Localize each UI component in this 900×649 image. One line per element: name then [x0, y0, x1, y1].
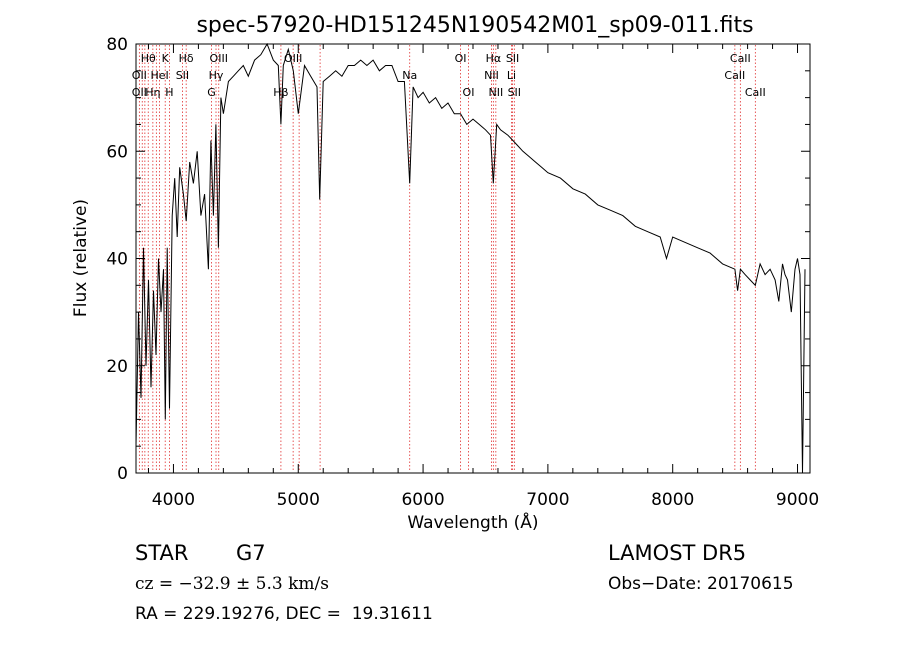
line-label: NII — [488, 86, 503, 99]
x-tick-label: 5000 — [277, 490, 320, 510]
line-label: CaII — [724, 69, 745, 82]
y-axis: 0 20 40 60 80 — [106, 35, 810, 484]
y-tick-label: 80 — [106, 35, 128, 55]
object-subclass: G7 — [236, 541, 266, 565]
plot-frame — [135, 43, 811, 474]
line-label: HeI — [150, 69, 168, 82]
line-label: Hδ — [179, 52, 194, 65]
line-label: OI — [455, 52, 467, 65]
line-label: H — [165, 86, 173, 99]
object-class: STAR — [135, 541, 189, 565]
line-label: OI — [463, 86, 475, 99]
line-label: SII — [506, 52, 519, 65]
line-label: CaII — [730, 52, 751, 65]
line-label: CaII — [745, 86, 766, 99]
line-label: OIII — [210, 52, 228, 65]
x-tick-label: 8000 — [651, 490, 694, 510]
x-axis: 4000 5000 6000 7000 8000 9000 — [147, 44, 819, 510]
redshift-text: cz = −32.9 ± 5.3 km/s — [135, 574, 329, 594]
chart-title: spec-57920-HD151245N190542M01_sp09-011.f… — [196, 13, 753, 38]
y-tick-label: 40 — [106, 250, 128, 270]
y-tick-label: 60 — [106, 142, 128, 162]
spectrum-line — [135, 42, 806, 474]
obs-date: Obs−Date: 20170615 — [608, 574, 794, 594]
y-axis-label: Flux (relative) — [71, 199, 91, 317]
line-label: Hθ — [141, 52, 156, 65]
line-label: Hα — [486, 52, 502, 65]
line-label: SII — [176, 69, 189, 82]
survey-name: LAMOST DR5 — [608, 541, 747, 565]
line-label: Na — [402, 69, 417, 82]
x-tick-label: 9000 — [776, 490, 819, 510]
line-label: NII — [484, 69, 499, 82]
coordinates-text: RA = 229.19276, DEC = 19.31611 — [135, 604, 433, 624]
line-label: OIII — [284, 52, 302, 65]
line-label: G — [207, 86, 216, 99]
line-label: Li — [507, 69, 516, 82]
x-tick-label: 4000 — [152, 490, 195, 510]
line-label: Hη — [145, 86, 160, 99]
line-label: Hγ — [209, 69, 224, 82]
y-tick-label: 0 — [117, 464, 128, 484]
x-tick-label: 6000 — [401, 490, 444, 510]
line-label: K — [162, 52, 170, 65]
line-label: SII — [508, 86, 521, 99]
line-label: Hβ — [273, 86, 288, 99]
y-tick-label: 20 — [106, 357, 128, 377]
x-axis-label: Wavelength (Å) — [407, 511, 538, 533]
x-tick-label: 7000 — [526, 490, 569, 510]
